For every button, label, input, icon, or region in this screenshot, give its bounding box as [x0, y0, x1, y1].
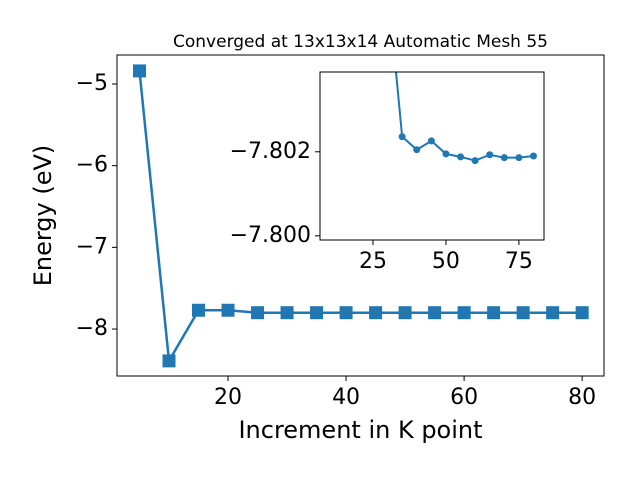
- y-tick-label: −7: [76, 234, 108, 259]
- x-tick-label: 25: [359, 249, 387, 274]
- x-tick-label: 40: [332, 385, 360, 410]
- marker: [471, 157, 479, 165]
- marker: [515, 154, 523, 162]
- marker: [280, 306, 294, 320]
- marker: [457, 153, 465, 161]
- y-axis-label: Energy (eV): [29, 145, 57, 287]
- marker: [486, 151, 494, 159]
- marker: [221, 303, 235, 317]
- series: [394, 72, 537, 165]
- marker: [575, 306, 589, 320]
- x-axis-label: Increment in K point: [238, 416, 482, 444]
- y-tick-label: −8: [76, 316, 108, 341]
- x-tick-label: 20: [214, 385, 242, 410]
- x-tick-label: 80: [568, 385, 596, 410]
- marker: [162, 354, 176, 368]
- y-tick-label: −7.800: [230, 223, 311, 248]
- marker: [251, 306, 265, 320]
- marker: [369, 306, 383, 320]
- marker: [516, 306, 530, 320]
- marker: [398, 133, 406, 141]
- marker: [398, 306, 412, 320]
- y-tick-label: −6: [76, 153, 108, 178]
- line: [138, 70, 583, 365]
- axes-frame: [116, 54, 605, 377]
- marker: [428, 306, 442, 320]
- marker: [487, 306, 501, 320]
- marker: [457, 306, 471, 320]
- x-tick-label: 60: [450, 385, 478, 410]
- marker: [192, 303, 206, 317]
- plot-area: [320, 72, 544, 240]
- marker: [413, 146, 421, 154]
- marker: [132, 64, 146, 78]
- x-tick-label: 75: [505, 249, 533, 274]
- marker: [500, 154, 508, 162]
- chart-title: Converged at 13x13x14 Automatic Mesh 55: [173, 32, 548, 52]
- x-tick-label: 50: [432, 249, 460, 274]
- marker: [310, 306, 324, 320]
- marker: [427, 137, 435, 145]
- axes-frame: [319, 71, 545, 241]
- marker: [546, 306, 560, 320]
- marker: [339, 306, 353, 320]
- y-tick-label: −7.802: [230, 139, 311, 164]
- y-tick-label: −5: [76, 71, 108, 96]
- marker: [529, 152, 537, 160]
- series: [132, 64, 589, 368]
- marker: [442, 150, 450, 158]
